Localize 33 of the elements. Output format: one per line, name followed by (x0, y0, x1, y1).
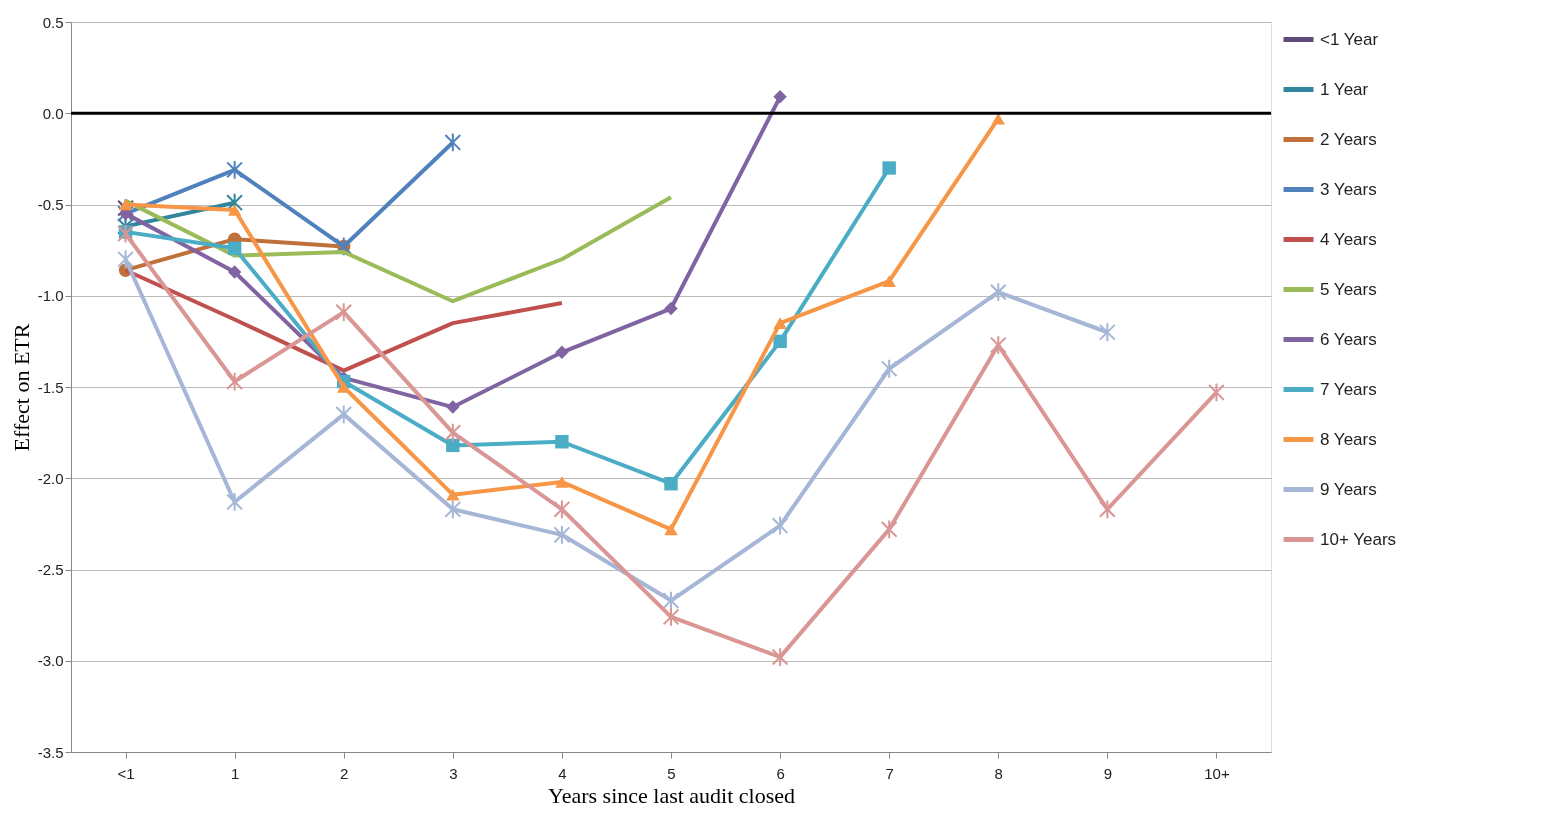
x-tick-label: 2 (340, 764, 349, 782)
y-tick-label: 0.0 (42, 104, 64, 122)
x-tick-label: 3 (449, 764, 458, 782)
y-tick-label: -2.5 (37, 561, 64, 578)
legend-label: 8 Years (1320, 429, 1377, 449)
y-tick-label: 0.5 (42, 13, 64, 31)
legend-label: 9 Years (1320, 479, 1377, 499)
x-tick-label: 1 (230, 764, 240, 782)
y-tick-label: -1.5 (37, 378, 64, 396)
y-tick-label: -1.0 (37, 287, 64, 305)
y-axis-title: Effect on ETR (8, 323, 34, 452)
legend-label: 10+ Years (1320, 529, 1397, 549)
y-tick-label: -0.5 (37, 196, 64, 213)
legend-label: <1 Year (1320, 29, 1379, 49)
x-tick-label: 5 (667, 764, 676, 782)
legend-label: 6 Years (1320, 329, 1377, 349)
legend-label: 3 Years (1320, 179, 1377, 199)
x-tick-label: 4 (558, 764, 567, 782)
y-tick-label: -3.5 (37, 743, 64, 761)
legend-label: 4 Years (1320, 229, 1377, 249)
legend-label: 1 Year (1320, 79, 1369, 99)
x-tick-label: 6 (776, 764, 785, 782)
y-tick-label: -2.0 (37, 469, 64, 487)
legend-label: 5 Years (1320, 279, 1377, 299)
y-tick-label: -3.0 (37, 652, 64, 670)
x-axis-title: Years since last audit closed (547, 782, 796, 808)
x-tick-label: 9 (1103, 764, 1113, 782)
legend-label: 7 Years (1320, 379, 1377, 399)
x-tick-label: 8 (994, 764, 1003, 782)
x-tick-label: 10+ (1204, 764, 1230, 782)
legend-label: 2 Years (1320, 129, 1377, 149)
x-tick-label: <1 (117, 764, 135, 782)
x-tick-label: 7 (885, 764, 894, 782)
